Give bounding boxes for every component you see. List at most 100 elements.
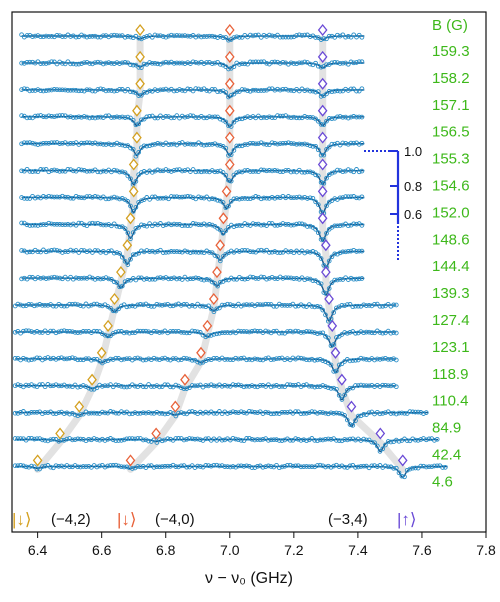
data-point — [70, 87, 76, 93]
data-point — [332, 251, 338, 257]
data-point — [271, 328, 277, 334]
data-point — [64, 410, 70, 416]
data-point — [328, 343, 334, 349]
data-point — [342, 303, 347, 309]
data-point — [231, 119, 237, 125]
data-point — [351, 140, 357, 146]
data-point — [117, 196, 122, 202]
data-point — [100, 61, 106, 67]
data-point — [38, 88, 44, 94]
data-point — [157, 330, 162, 335]
data-point — [380, 446, 386, 452]
data-point — [26, 464, 32, 470]
data-point — [32, 113, 38, 119]
data-point — [337, 223, 343, 228]
data-point — [182, 33, 188, 38]
data-point — [372, 357, 377, 363]
data-point — [217, 305, 222, 311]
data-point — [279, 303, 285, 308]
data-point — [106, 196, 112, 202]
data-point — [90, 220, 95, 226]
field-value-0: 159.3 — [432, 43, 470, 60]
data-point — [234, 117, 240, 123]
data-point — [306, 464, 312, 470]
data-point — [307, 249, 313, 255]
data-point — [366, 329, 372, 335]
data-point — [121, 384, 127, 390]
data-point — [177, 249, 182, 255]
data-point — [269, 115, 275, 120]
data-point — [174, 88, 180, 94]
data-point — [388, 383, 394, 389]
data-point — [250, 59, 256, 65]
data-point — [87, 140, 93, 146]
data-point — [217, 279, 223, 285]
data-point — [87, 194, 93, 199]
data-point — [84, 194, 90, 199]
data-point — [157, 464, 162, 470]
data-point — [214, 306, 220, 312]
data-point — [114, 223, 120, 229]
data-point — [241, 302, 247, 308]
data-point — [388, 330, 394, 336]
data-point — [21, 463, 26, 469]
data-point — [291, 141, 297, 147]
data-point — [84, 87, 90, 93]
data-point — [70, 61, 76, 67]
data-point — [94, 385, 100, 391]
data-point — [220, 35, 226, 40]
data-point — [356, 169, 362, 175]
data-point — [335, 88, 340, 94]
data-point — [43, 276, 49, 281]
data-point — [277, 87, 283, 93]
data-point — [189, 409, 195, 414]
data-point — [197, 330, 203, 335]
data-point — [166, 249, 171, 255]
data-point — [50, 303, 56, 309]
data-point — [29, 329, 34, 334]
data-point — [154, 409, 160, 415]
data-point — [204, 60, 210, 65]
data-point — [193, 169, 199, 175]
data-point — [41, 194, 46, 199]
data-point — [247, 115, 253, 120]
peak-marker-5-2 — [224, 158, 235, 171]
data-point — [238, 383, 244, 388]
data-point — [121, 410, 127, 416]
data-point — [200, 410, 206, 416]
data-point — [51, 87, 57, 92]
data-point — [171, 168, 177, 173]
data-point — [332, 196, 338, 201]
data-point — [27, 249, 33, 255]
data-point — [331, 369, 337, 374]
peak-marker-7-1 — [125, 212, 136, 225]
data-point — [125, 173, 131, 179]
data-point — [184, 436, 190, 442]
peak-marker-11-3 — [327, 319, 338, 332]
data-point — [307, 88, 313, 94]
data-point — [385, 439, 391, 444]
data-point — [432, 438, 437, 443]
data-point — [79, 195, 84, 201]
data-point — [253, 32, 259, 38]
data-point — [227, 464, 233, 470]
data-point — [283, 275, 289, 281]
data-point — [92, 33, 98, 39]
data-point — [404, 467, 410, 473]
data-point — [166, 168, 171, 174]
data-point — [393, 357, 399, 363]
data-point — [340, 140, 346, 146]
data-point — [241, 438, 247, 444]
data-point — [132, 410, 138, 415]
data-point — [149, 194, 155, 200]
data-point — [160, 34, 166, 39]
data-point — [212, 281, 218, 286]
data-point — [19, 87, 24, 92]
data-point — [347, 385, 353, 391]
data-point — [67, 301, 72, 307]
data-point — [46, 275, 52, 281]
data-point — [117, 251, 122, 256]
data-point — [355, 464, 361, 470]
peak-marker-9-2 — [212, 266, 222, 279]
data-point — [146, 410, 151, 415]
